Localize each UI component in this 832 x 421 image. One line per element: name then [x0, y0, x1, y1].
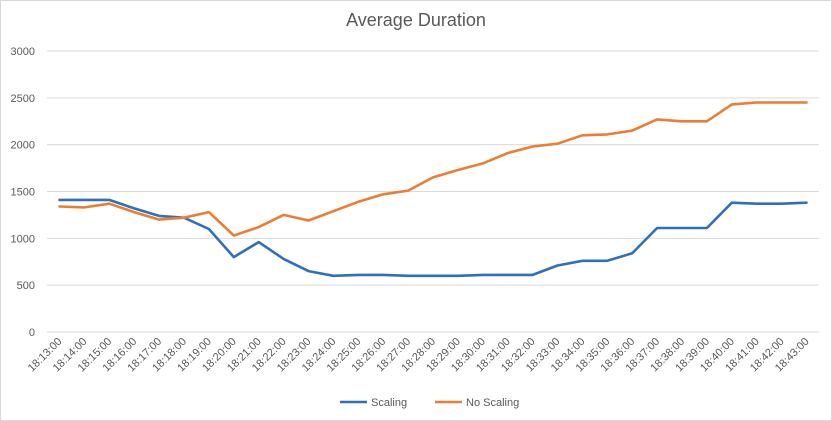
y-tick-label: 1500 [11, 187, 35, 199]
series-line-no-scaling [58, 101, 808, 237]
y-axis-ticks: 0 500 1000 1500 2000 2500 3000 [11, 46, 35, 339]
legend: Scaling No Scaling [340, 397, 519, 409]
series-lines [58, 101, 808, 278]
y-tick-label: 1000 [11, 233, 35, 245]
y-tick-label: 0 [29, 327, 35, 339]
y-tick-label: 3000 [11, 46, 35, 58]
y-tick-label: 2000 [11, 140, 35, 152]
legend-label-scaling: Scaling [371, 397, 407, 409]
x-axis-ticks: 18:13:0018:14:0018:15:0018:16:0018:17:00… [26, 336, 812, 375]
chart-title: Average Duration [346, 10, 486, 30]
y-tick-label: 2500 [11, 93, 35, 105]
y-tick-label: 500 [17, 280, 35, 292]
gridlines [47, 50, 819, 333]
legend-label-no-scaling: No Scaling [466, 397, 519, 409]
